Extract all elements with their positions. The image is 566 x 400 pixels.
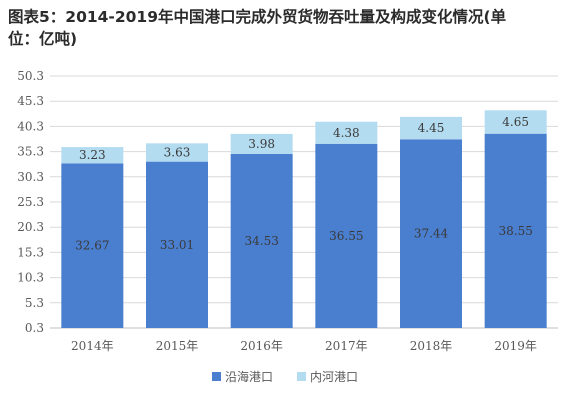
bar-inland (61, 147, 124, 164)
y-tick-label: 10.3 (17, 271, 44, 285)
bar-coastal (230, 153, 293, 328)
y-tick-label: 45.3 (17, 94, 44, 108)
x-tick-label: 2015年 (156, 339, 199, 353)
y-tick-label: 0.3 (25, 321, 44, 335)
bar-inland (400, 116, 462, 140)
y-tick-label: 25.3 (17, 195, 44, 209)
legend-swatch (212, 372, 221, 381)
y-tick-label: 15.3 (17, 245, 44, 259)
bar-inland (146, 143, 208, 162)
legend-swatch (297, 372, 306, 381)
legend-label: 沿海港口 (225, 369, 273, 384)
data-labels: 32.67 3.23 33.01 3.63 34.53 3.98 36.55 4.38 37.4… (75, 115, 533, 253)
bar-inland (230, 133, 293, 154)
bars (61, 110, 547, 328)
y-axis-ticks: 0.3 5.3 10.3 15.3 20.3 25.3 30.3 35.3 40.3 45.3 50… (17, 69, 44, 335)
bar-coastal (61, 163, 124, 328)
data-label-coastal: 38.55 (498, 224, 532, 238)
bar-coastal (315, 143, 378, 328)
data-label-inland: 3.98 (248, 137, 275, 151)
chart-title-line-2: 位：亿吨) (8, 30, 78, 48)
gridlines (50, 75, 558, 329)
legend-label: 内河港口 (310, 370, 358, 384)
data-label-inland: 4.45 (418, 121, 445, 135)
legend-item-inland: 内河港口 (297, 370, 358, 384)
x-tick-label: 2014年 (71, 339, 114, 353)
data-label-coastal: 36.55 (329, 229, 363, 243)
data-label-inland: 3.63 (164, 145, 191, 159)
bar-inland (484, 110, 547, 134)
legend: 沿海港口 内河港口 (212, 369, 358, 384)
chart-title: 图表5：2014-2019年中国港口完成外贸货物吞吐量及构成变化情况(单 位：亿… (8, 6, 553, 50)
x-tick-label: 2016年 (240, 339, 283, 353)
data-label-inland: 4.38 (333, 126, 360, 140)
bar-coastal (146, 161, 208, 328)
legend-item-coastal: 沿海港口 (212, 369, 273, 384)
y-tick-label: 20.3 (17, 220, 44, 234)
x-tick-label: 2018年 (410, 339, 453, 353)
chart-title-line-1: 图表5：2014-2019年中国港口完成外贸货物吞吐量及构成变化情况(单 (8, 8, 507, 26)
y-tick-label: 35.3 (17, 145, 44, 159)
bar-coastal (484, 133, 547, 328)
y-tick-label: 40.3 (17, 119, 44, 133)
x-tick-label: 2017年 (325, 339, 368, 353)
y-tick-label: 50.3 (17, 69, 44, 83)
bar-inland (315, 121, 378, 144)
data-label-coastal: 32.67 (75, 239, 109, 253)
bar-coastal (400, 139, 462, 328)
data-label-coastal: 37.44 (414, 227, 449, 241)
data-label-inland: 4.65 (502, 115, 529, 129)
x-axis-ticks: 2014年 2015年 2016年 2017年 2018年 2019年 (71, 339, 537, 353)
y-tick-label: 5.3 (25, 296, 44, 310)
y-tick-label: 30.3 (17, 170, 44, 184)
data-label-coastal: 34.53 (244, 234, 278, 248)
data-label-coastal: 33.01 (160, 238, 194, 252)
x-tick-label: 2019年 (494, 339, 537, 353)
data-label-inland: 3.23 (79, 148, 106, 162)
